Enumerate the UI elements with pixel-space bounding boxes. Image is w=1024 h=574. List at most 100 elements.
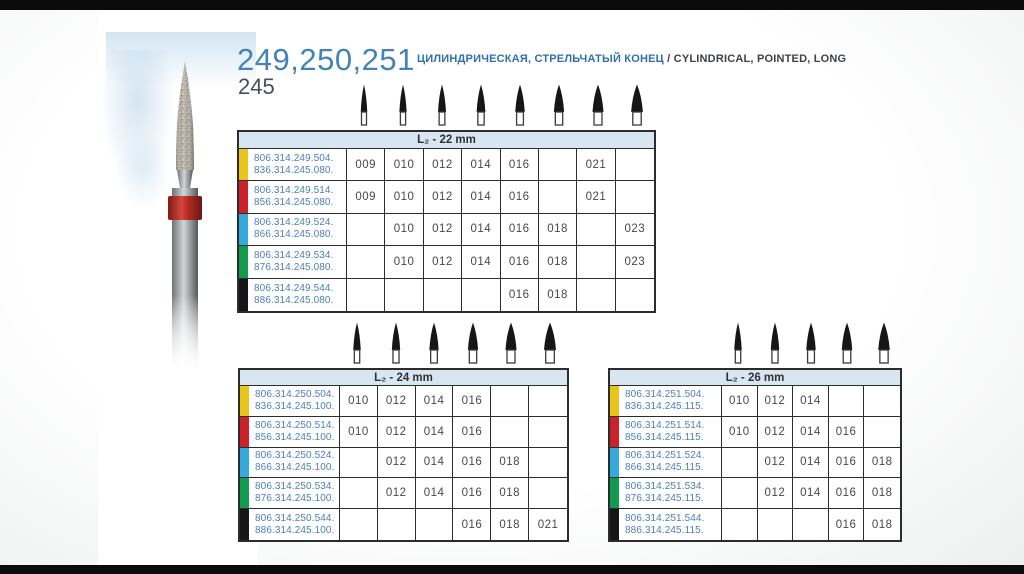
bur-icon xyxy=(592,84,604,126)
size-cell xyxy=(616,279,654,311)
size-cell: 021 xyxy=(577,149,616,182)
iso-code: 836.314.245.080. xyxy=(254,164,334,176)
bur-icon-slot xyxy=(377,321,416,368)
iso-code: 806.314.250.544. xyxy=(255,512,335,524)
color-strip-yellow xyxy=(239,149,248,181)
product-photo xyxy=(98,10,258,565)
bur-icon xyxy=(734,322,742,364)
bur-icon-slot xyxy=(454,321,493,368)
bur-icon-slot xyxy=(338,321,377,368)
iso-codes: 806.314.250.504. 836.314.245.100. xyxy=(249,386,334,416)
size-cell xyxy=(462,278,501,311)
size-cell: 016 xyxy=(828,447,865,479)
size-cell: 014 xyxy=(793,447,829,479)
iso-codes: 806.314.251.504. 836.314.245.115. xyxy=(619,386,704,416)
size-cell xyxy=(538,181,578,214)
color-strip-black xyxy=(610,509,619,540)
bur-icon xyxy=(429,322,439,364)
iso-code: 876.314.245.100. xyxy=(255,493,335,505)
iso-code: 856.314.245.080. xyxy=(254,197,334,209)
iso-code: 806.314.251.514. xyxy=(625,419,705,431)
bur-icon-slot xyxy=(384,83,423,130)
color-strip-yellow xyxy=(610,386,619,416)
size-cell: 012 xyxy=(757,416,794,448)
size-cell: 014 xyxy=(415,416,454,448)
size-cell: 010 xyxy=(385,181,424,214)
size-cell: 016 xyxy=(453,509,492,540)
size-table-l22: L₂ - 22 mm 806.314.249.504. 836.314.245.08… xyxy=(237,130,656,313)
size-cell: 012 xyxy=(423,149,463,182)
size-cell: 012 xyxy=(377,447,416,479)
code-cell-black: 806.314.250.544. 886.314.245.100. xyxy=(240,509,340,540)
size-cell: 018 xyxy=(864,478,900,510)
bur-icon-slot xyxy=(462,83,501,130)
bur-icon-slot xyxy=(415,321,454,368)
color-strip-blue xyxy=(610,447,619,478)
iso-code: 806.314.249.514. xyxy=(254,185,334,197)
size-cell xyxy=(491,416,530,448)
page-title-secondary: 245 xyxy=(238,74,275,99)
iso-code: 806.314.249.504. xyxy=(254,152,334,164)
bur-size-icons-l24 xyxy=(338,321,569,368)
iso-codes: 806.314.251.524. 866.314.245.115. xyxy=(619,448,704,478)
size-cell xyxy=(828,386,865,417)
iso-code: 806.314.249.524. xyxy=(254,217,334,229)
bur-size-icons-l26 xyxy=(720,321,902,368)
iso-codes: 806.314.250.544. 886.314.245.100. xyxy=(249,509,334,540)
bur-icon-slot xyxy=(578,83,617,130)
size-cell xyxy=(347,213,386,247)
size-cell: 010 xyxy=(722,386,758,417)
code-cell-green: 806.314.249.534. 876.314.245.080. xyxy=(239,246,347,279)
code-cell-yellow: 806.314.250.504. 836.314.245.100. xyxy=(240,386,340,417)
size-cell: 014 xyxy=(793,416,829,448)
bur-icon xyxy=(878,322,890,364)
size-cell: 018 xyxy=(538,213,578,247)
bur-icon-slot xyxy=(501,83,540,130)
size-cell: 010 xyxy=(385,213,424,247)
size-cell xyxy=(347,246,386,279)
size-cell: 010 xyxy=(340,386,378,417)
size-cell xyxy=(529,478,567,510)
iso-code: 866.314.245.100. xyxy=(255,462,335,474)
size-cell: 010 xyxy=(340,416,378,448)
size-cell: 010 xyxy=(722,416,758,448)
iso-code: 806.314.251.544. xyxy=(625,512,705,524)
size-cell xyxy=(378,509,416,540)
size-cell xyxy=(722,509,758,540)
iso-code: 886.314.245.080. xyxy=(254,294,334,306)
bur-icon-slot xyxy=(829,321,865,368)
size-cell xyxy=(491,386,530,417)
size-table-l24: L₂ - 24 mm 806.314.250.504. 836.314.245.10… xyxy=(238,368,569,542)
size-cell: 012 xyxy=(423,181,463,214)
code-cell-blue: 806.314.249.524. 866.314.245.080. xyxy=(239,213,347,247)
iso-codes: 806.314.249.544. 886.314.245.080. xyxy=(248,279,333,311)
size-cell xyxy=(385,278,424,311)
shape-description-ru: ЦИЛИНДРИЧЕСКАЯ, СТРЕЛЬЧАТЫЙ КОНЕЦ xyxy=(417,53,664,65)
size-cell xyxy=(424,278,463,311)
shape-description-en: / CYLINDRICAL, POINTED, LONG xyxy=(663,53,847,65)
size-cell: 009 xyxy=(347,181,386,214)
size-cell: 014 xyxy=(793,478,829,510)
iso-code: 806.314.251.504. xyxy=(625,388,705,400)
size-cell: 014 xyxy=(793,386,829,417)
size-cell: 012 xyxy=(757,447,794,479)
size-cell: 014 xyxy=(415,478,454,510)
bur-icon-slot xyxy=(531,321,570,368)
size-cell xyxy=(529,386,567,417)
size-cell xyxy=(577,246,616,279)
size-cell xyxy=(340,478,378,510)
bottom-black-bar xyxy=(0,565,1024,574)
iso-code: 806.314.250.504. xyxy=(255,388,335,400)
bur-icon xyxy=(361,84,368,126)
size-cell: 018 xyxy=(491,509,530,540)
iso-codes: 806.314.249.534. 876.314.245.080. xyxy=(248,246,333,277)
iso-code: 806.314.250.514. xyxy=(255,419,335,431)
size-cell: 014 xyxy=(415,447,454,479)
size-cell: 016 xyxy=(453,416,492,448)
size-cell: 016 xyxy=(500,181,539,214)
bur-icon xyxy=(842,322,853,364)
code-cell-yellow: 806.314.249.504. 836.314.245.080. xyxy=(239,149,347,182)
size-cell xyxy=(577,278,616,311)
color-strip-blue xyxy=(239,213,248,246)
size-cell: 014 xyxy=(415,386,454,417)
